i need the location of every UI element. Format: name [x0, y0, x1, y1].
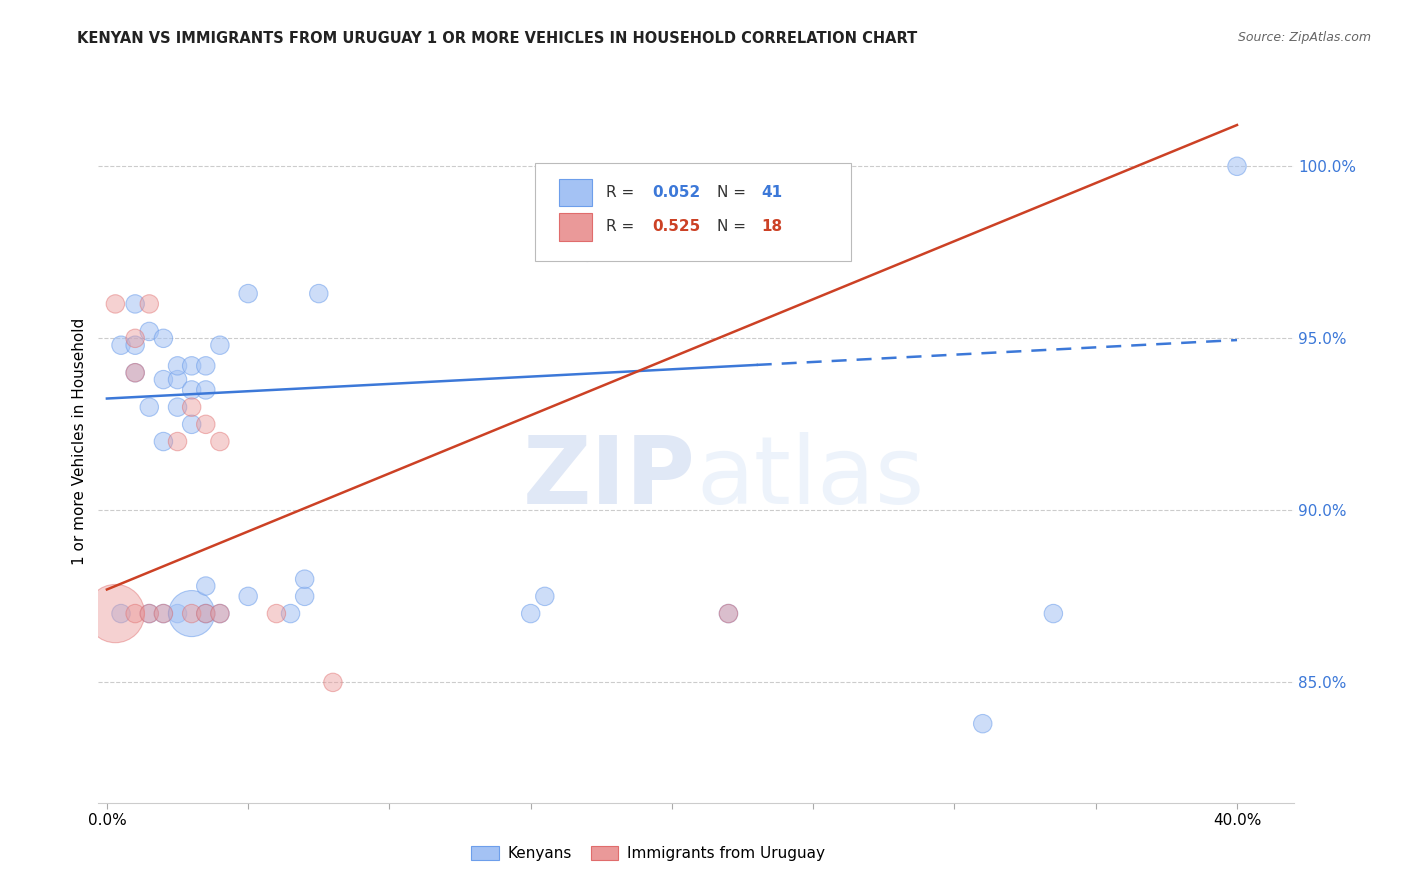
- Point: [280, 607, 302, 621]
- Point: [152, 607, 174, 621]
- Point: [138, 400, 160, 414]
- Point: [194, 607, 217, 621]
- Point: [294, 572, 316, 586]
- Point: [322, 675, 344, 690]
- Point: [124, 366, 146, 380]
- Text: 41: 41: [762, 185, 783, 200]
- Text: atlas: atlas: [696, 432, 924, 524]
- Point: [519, 607, 541, 621]
- Point: [294, 590, 316, 604]
- Text: 0.052: 0.052: [652, 185, 700, 200]
- Point: [166, 359, 188, 373]
- Point: [180, 383, 202, 397]
- Point: [1226, 159, 1249, 173]
- Point: [180, 400, 202, 414]
- Point: [104, 607, 127, 621]
- Point: [110, 607, 132, 621]
- Point: [166, 400, 188, 414]
- Point: [208, 434, 231, 449]
- Point: [208, 607, 231, 621]
- Text: 18: 18: [762, 219, 783, 235]
- FancyBboxPatch shape: [534, 163, 852, 260]
- Point: [194, 579, 217, 593]
- Point: [717, 607, 740, 621]
- Point: [152, 331, 174, 345]
- Point: [180, 417, 202, 432]
- Point: [208, 338, 231, 352]
- Point: [152, 434, 174, 449]
- Text: N =: N =: [717, 185, 751, 200]
- Point: [194, 383, 217, 397]
- Point: [138, 325, 160, 339]
- Point: [124, 338, 146, 352]
- Point: [180, 607, 202, 621]
- Point: [124, 297, 146, 311]
- Point: [1042, 607, 1064, 621]
- Point: [138, 607, 160, 621]
- Point: [124, 366, 146, 380]
- Point: [194, 417, 217, 432]
- Point: [180, 607, 202, 621]
- Text: R =: R =: [606, 219, 640, 235]
- Point: [104, 297, 127, 311]
- Point: [717, 607, 740, 621]
- Point: [110, 338, 132, 352]
- Point: [124, 607, 146, 621]
- Point: [533, 590, 555, 604]
- Point: [166, 373, 188, 387]
- Text: N =: N =: [717, 219, 751, 235]
- Point: [238, 590, 260, 604]
- Point: [972, 716, 994, 731]
- Point: [138, 607, 160, 621]
- Point: [180, 359, 202, 373]
- Text: KENYAN VS IMMIGRANTS FROM URUGUAY 1 OR MORE VEHICLES IN HOUSEHOLD CORRELATION CH: KENYAN VS IMMIGRANTS FROM URUGUAY 1 OR M…: [77, 31, 918, 46]
- Point: [308, 286, 330, 301]
- Point: [138, 297, 160, 311]
- Text: R =: R =: [606, 185, 640, 200]
- Text: Source: ZipAtlas.com: Source: ZipAtlas.com: [1237, 31, 1371, 45]
- Legend: Kenyans, Immigrants from Uruguay: Kenyans, Immigrants from Uruguay: [465, 840, 831, 867]
- Point: [208, 607, 231, 621]
- Point: [194, 359, 217, 373]
- Point: [124, 331, 146, 345]
- Point: [166, 607, 188, 621]
- Point: [152, 373, 174, 387]
- Point: [166, 434, 188, 449]
- Text: 0.525: 0.525: [652, 219, 700, 235]
- Point: [576, 245, 599, 260]
- Y-axis label: 1 or more Vehicles in Household: 1 or more Vehicles in Household: [72, 318, 87, 566]
- Point: [238, 286, 260, 301]
- Point: [152, 607, 174, 621]
- FancyBboxPatch shape: [558, 178, 592, 206]
- Point: [194, 607, 217, 621]
- Text: ZIP: ZIP: [523, 432, 696, 524]
- Point: [266, 607, 288, 621]
- FancyBboxPatch shape: [558, 213, 592, 241]
